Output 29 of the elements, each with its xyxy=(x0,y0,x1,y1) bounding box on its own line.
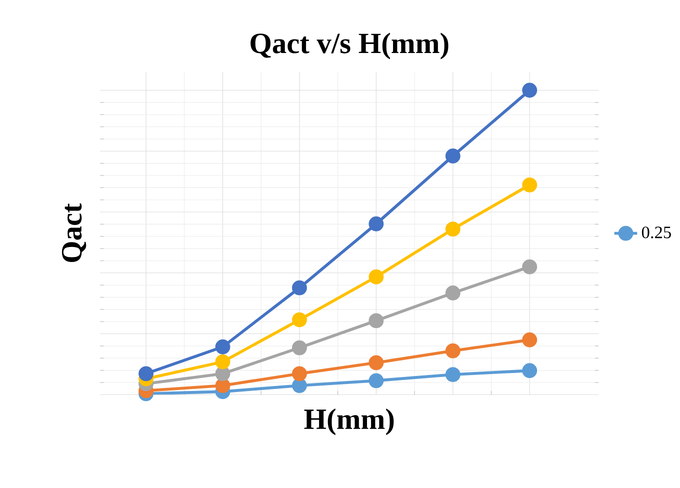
point xyxy=(445,222,460,237)
point xyxy=(368,355,384,370)
point xyxy=(368,216,384,232)
point xyxy=(445,286,460,300)
point xyxy=(215,339,230,354)
point xyxy=(215,354,230,370)
point xyxy=(368,313,384,328)
point xyxy=(215,378,230,394)
point xyxy=(215,366,230,382)
point xyxy=(522,177,538,192)
point xyxy=(292,280,307,296)
point xyxy=(138,366,154,382)
x-axis-title: H(mm) xyxy=(304,408,394,436)
point xyxy=(292,312,307,328)
point xyxy=(445,343,460,358)
point xyxy=(522,82,538,98)
point xyxy=(368,373,384,388)
y-axis-title: Qact xyxy=(62,203,86,262)
point xyxy=(522,363,538,378)
legend-label: 0.25 xyxy=(642,226,671,238)
point xyxy=(368,269,384,284)
point xyxy=(522,259,538,274)
point xyxy=(445,148,460,164)
chart-title: Qact v/s H(mm) xyxy=(250,32,448,60)
point xyxy=(292,340,307,356)
point xyxy=(292,366,307,382)
point xyxy=(445,367,460,382)
point xyxy=(522,332,538,348)
point xyxy=(292,378,307,394)
